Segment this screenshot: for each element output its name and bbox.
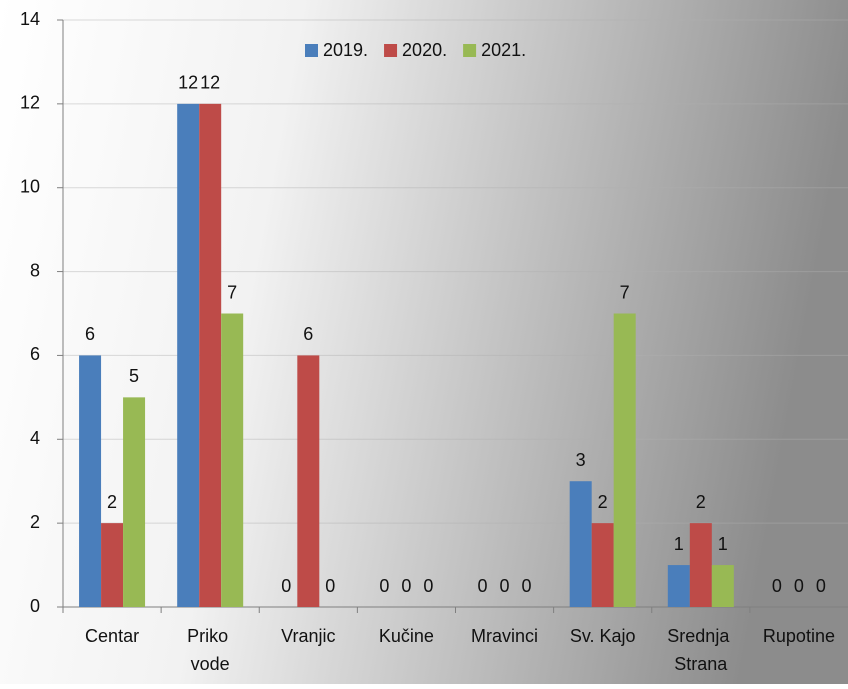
x-tick-label: Srednja Strana <box>667 626 734 674</box>
bar <box>569 481 592 607</box>
value-label: 0 <box>478 576 488 596</box>
value-label: 0 <box>423 576 433 596</box>
y-tick-label: 6 <box>30 344 40 364</box>
bar <box>101 523 124 607</box>
x-tick-label: Priko vode <box>187 626 233 674</box>
y-tick-label: 10 <box>20 176 40 196</box>
bar <box>711 565 734 607</box>
y-tick-label: 0 <box>30 596 40 616</box>
legend-label: 2021. <box>481 40 526 60</box>
value-label: 3 <box>576 450 586 470</box>
bar <box>221 313 244 607</box>
value-label: 0 <box>500 576 510 596</box>
legend-swatch <box>305 44 318 57</box>
bar <box>613 313 636 607</box>
value-label: 1 <box>718 534 728 554</box>
value-label: 2 <box>696 492 706 512</box>
bar <box>123 397 146 607</box>
legend-swatch <box>384 44 398 57</box>
x-tick-label: Centar <box>85 626 139 646</box>
value-label: 12 <box>200 73 220 93</box>
value-label: 0 <box>401 576 411 596</box>
value-label: 0 <box>379 576 389 596</box>
bar <box>689 523 712 607</box>
value-label: 0 <box>772 576 782 596</box>
x-tick-label: Mravinci <box>471 626 538 646</box>
bar <box>667 565 690 607</box>
x-tick-label: Sv. Kajo <box>570 626 636 646</box>
value-label: 12 <box>178 73 198 93</box>
value-label: 5 <box>129 366 139 386</box>
value-label: 7 <box>620 282 630 302</box>
bar <box>297 355 320 607</box>
y-tick-label: 2 <box>30 512 40 532</box>
y-tick-label: 14 <box>20 9 40 29</box>
value-label: 0 <box>816 576 826 596</box>
x-tick-label: Vranjic <box>281 626 335 646</box>
bar <box>591 523 614 607</box>
legend-label: 2020. <box>402 40 447 60</box>
value-label: 7 <box>227 282 237 302</box>
value-label: 0 <box>325 576 335 596</box>
value-label: 2 <box>598 492 608 512</box>
y-tick-label: 4 <box>30 428 40 448</box>
value-label: 2 <box>107 492 117 512</box>
value-label: 6 <box>85 324 95 344</box>
y-tick-label: 12 <box>20 93 40 113</box>
x-tick-label: Rupotine <box>763 626 835 646</box>
value-label: 0 <box>522 576 532 596</box>
bar <box>177 103 200 607</box>
bar <box>79 355 102 607</box>
legend-swatch <box>463 44 477 57</box>
x-tick-label: Kučine <box>379 626 434 646</box>
value-label: 0 <box>794 576 804 596</box>
value-label: 6 <box>303 324 313 344</box>
y-tick-label: 8 <box>30 260 40 280</box>
value-label: 0 <box>281 576 291 596</box>
bar <box>199 103 222 607</box>
legend-label: 2019. <box>323 40 368 60</box>
value-label: 1 <box>674 534 684 554</box>
